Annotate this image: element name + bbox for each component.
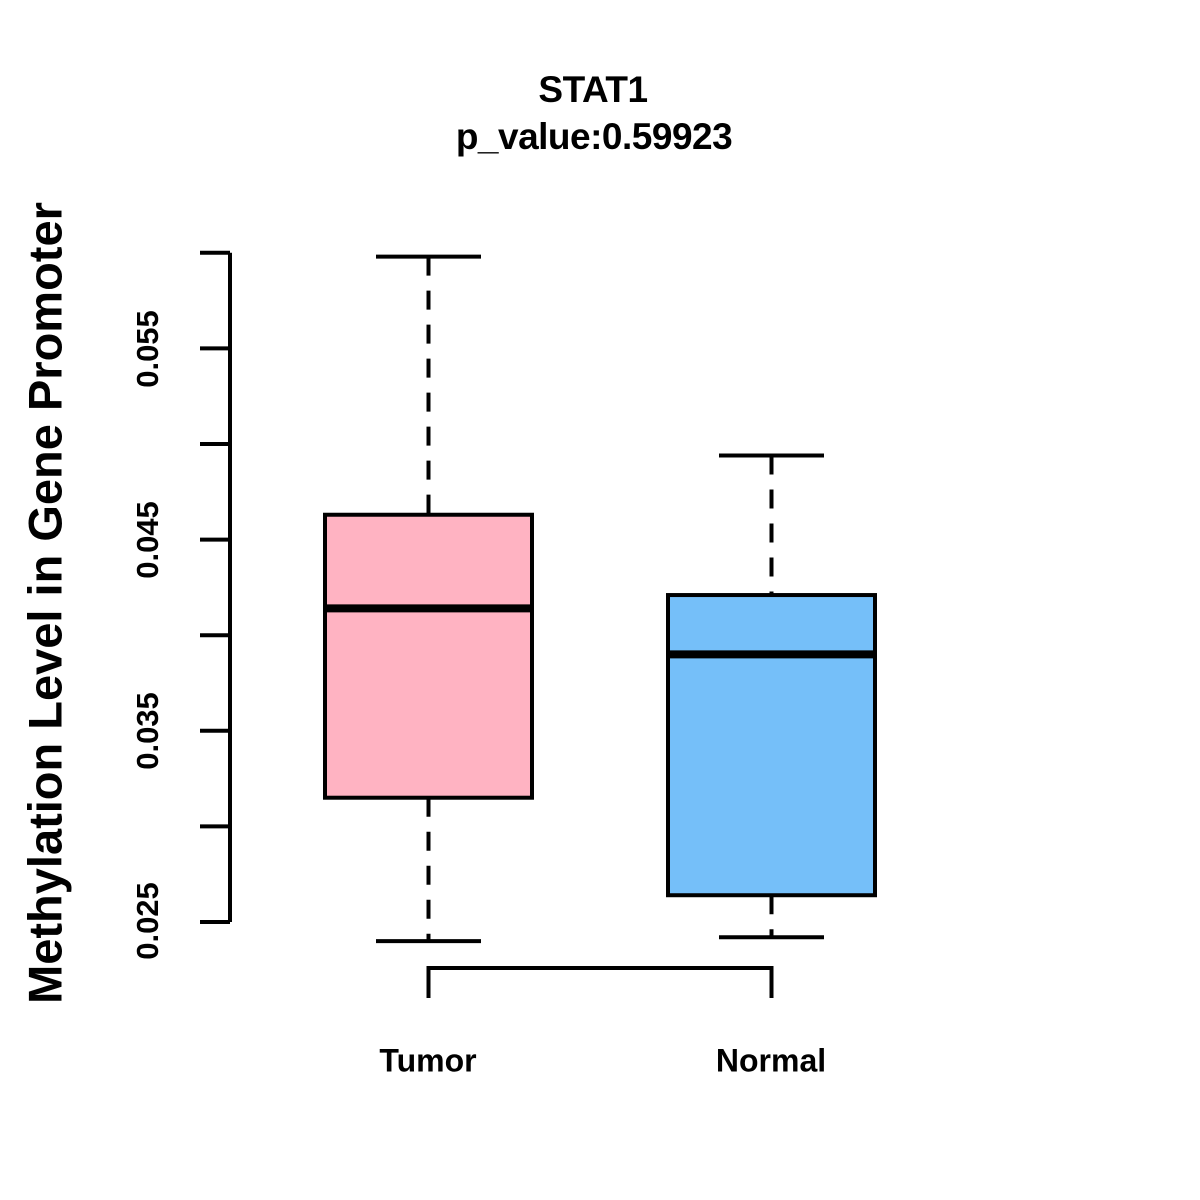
tumor-box	[323, 254, 534, 944]
x-category-label-tumor: Tumor	[379, 1042, 477, 1079]
x-axis-bracket-path	[426, 966, 774, 998]
chart-title: STAT1	[538, 69, 648, 110]
y-axis	[200, 250, 232, 924]
normal-iqr-rect	[666, 593, 877, 898]
x-axis-bracket	[426, 966, 774, 998]
chart-subtitle: p_value:0.59923	[455, 116, 733, 157]
normal-box	[666, 453, 877, 940]
tumor-iqr-rect	[323, 512, 534, 800]
x-category-label-normal: Normal	[715, 1042, 827, 1079]
